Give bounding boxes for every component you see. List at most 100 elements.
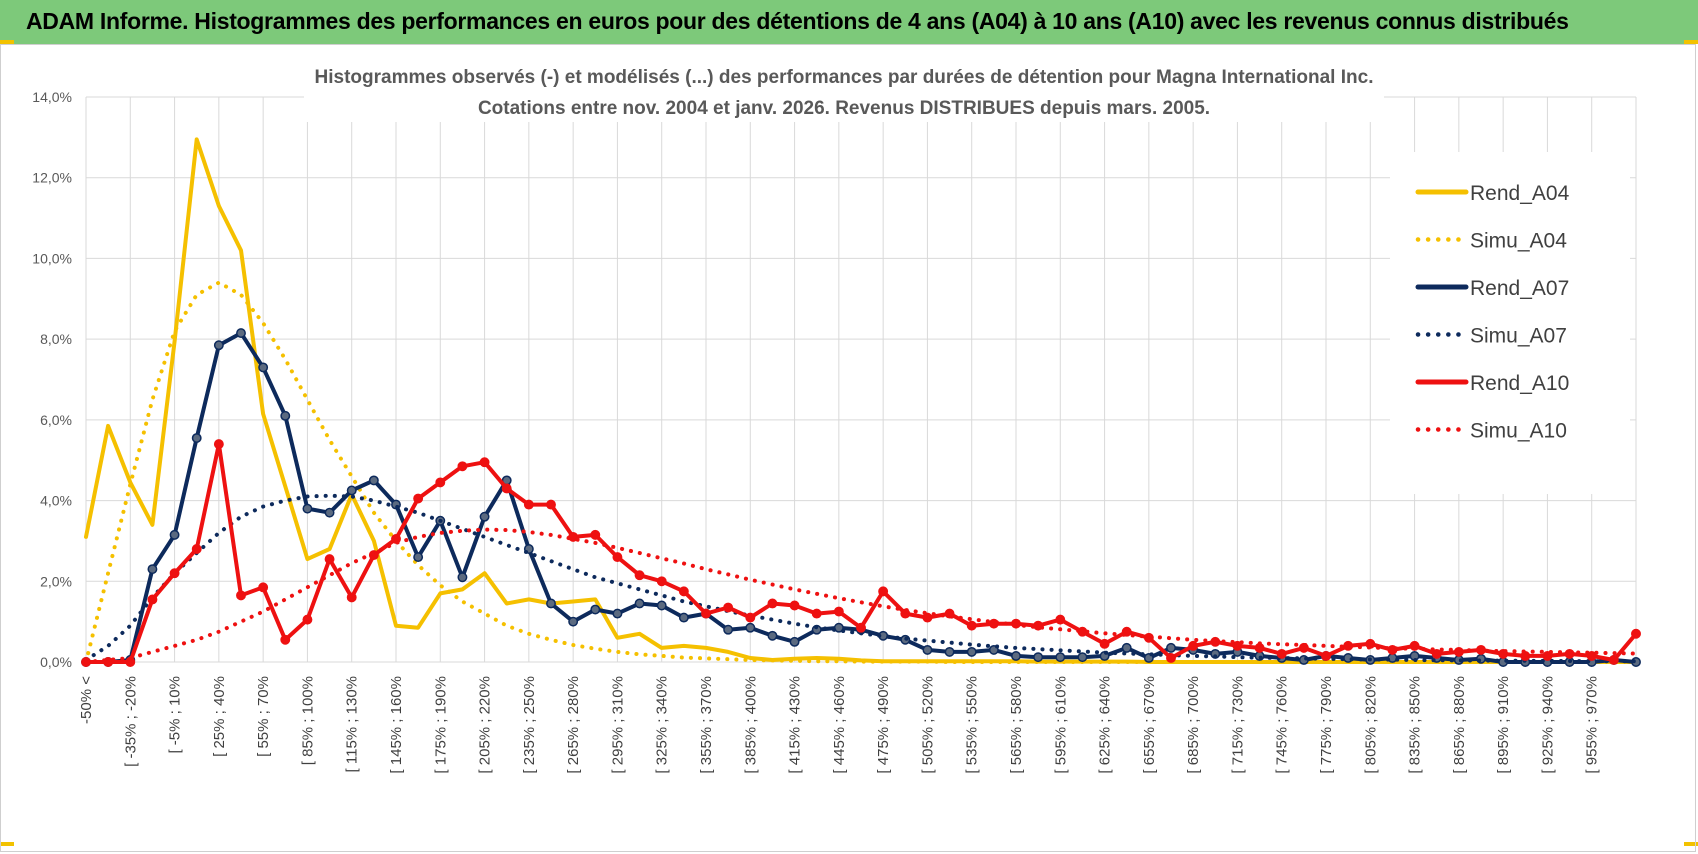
x-tick-label: [ 535% ; 550% — [964, 676, 981, 774]
x-tick-label: [ 655% ; 670% — [1141, 676, 1158, 774]
data-point — [656, 600, 667, 611]
x-tick-label: [ 325% ; 340% — [654, 676, 671, 774]
legend-label: Simu_A07 — [1470, 325, 1567, 348]
data-point — [236, 328, 246, 339]
data-point — [678, 612, 689, 623]
data-point — [878, 586, 889, 597]
y-tick-label: 10,0% — [32, 250, 72, 266]
data-point — [745, 612, 756, 623]
data-point — [1321, 650, 1331, 661]
x-tick-label: [ 865% ; 880% — [1451, 676, 1468, 774]
data-point — [590, 604, 601, 615]
data-point — [922, 644, 933, 655]
data-point — [1099, 638, 1110, 649]
data-point — [324, 554, 335, 565]
data-point — [1232, 640, 1243, 651]
data-point — [1055, 652, 1066, 663]
data-point — [346, 485, 357, 496]
data-point — [833, 622, 844, 633]
data-point — [856, 622, 866, 633]
data-point — [258, 362, 269, 373]
legend: Rend_A04 Simu_A04 Rend_A07 Simu_A07 Rend_A10… — [1390, 152, 1630, 494]
data-point — [1431, 648, 1442, 659]
x-tick-label: [ 685% ; 700% — [1185, 676, 1202, 774]
data-point — [656, 576, 667, 587]
data-point — [546, 598, 556, 609]
data-point — [546, 499, 556, 510]
legend-label: Rend_A10 — [1470, 372, 1569, 395]
corner-accent — [1684, 842, 1698, 846]
data-point — [1011, 650, 1021, 661]
data-point — [789, 636, 800, 647]
data-point — [966, 646, 977, 657]
data-point — [191, 544, 202, 554]
x-tick-label: [ -35% ; -20% — [122, 676, 139, 767]
data-point — [833, 606, 844, 617]
y-axis: 0,0% 2,0% 4,0% 6,0% 8,0% 10,0% 12,0% 14,0% — [32, 89, 72, 670]
data-point — [147, 564, 158, 575]
x-tick-label: [ 85% ; 100% — [299, 676, 316, 765]
x-tick-label: [ 475% ; 490% — [875, 676, 892, 774]
data-point — [678, 586, 689, 597]
data-point — [612, 552, 623, 563]
data-point — [1121, 642, 1132, 653]
x-tick-label: [ 745% ; 760% — [1274, 676, 1291, 774]
chart-frame — [0, 44, 1696, 852]
data-point — [1166, 653, 1176, 663]
data-point — [501, 483, 512, 494]
line-chart: 0,0% 2,0% 4,0% 6,0% 8,0% 10,0% 12,0% 14,0% -50%… — [32, 60, 1641, 774]
data-point — [413, 552, 424, 563]
data-point — [1166, 642, 1176, 653]
data-point — [789, 600, 800, 611]
legend-item: Rend_A07 — [1415, 277, 1569, 300]
data-point — [324, 507, 335, 518]
x-tick-label: [ 595% ; 610% — [1052, 676, 1069, 774]
data-point — [811, 608, 822, 619]
data-point — [236, 590, 246, 601]
data-point — [169, 568, 180, 579]
data-point — [346, 592, 357, 603]
data-point — [258, 582, 269, 593]
x-tick-label: [ 385% ; 400% — [742, 676, 759, 774]
series-Simu_A10 — [84, 527, 1638, 664]
data-point — [568, 616, 579, 627]
x-tick-label: [ 355% ; 370% — [698, 676, 715, 774]
legend-label: Simu_A04 — [1470, 230, 1567, 253]
x-tick-label: [ 115% ; 130% — [344, 676, 361, 772]
x-tick-label: [ 415% ; 430% — [787, 676, 804, 774]
x-tick-label: [ 445% ; 460% — [831, 676, 848, 774]
x-tick-label: [ 805% ; 820% — [1362, 676, 1379, 774]
y-tick-label: 0,0% — [40, 654, 72, 670]
x-tick-label: [ 715% ; 730% — [1229, 676, 1246, 774]
legend-background — [1390, 152, 1630, 494]
data-point — [966, 620, 977, 631]
data-point — [1608, 655, 1619, 665]
legend-label: Rend_A07 — [1470, 277, 1569, 300]
data-point — [479, 511, 490, 522]
x-tick-label: [ 775% ; 790% — [1318, 676, 1335, 774]
x-tick-label: [ 925% ; 940% — [1539, 676, 1556, 774]
x-tick-label: [ 175% ; 190% — [432, 676, 449, 774]
data-point — [147, 594, 158, 605]
legend-item: Rend_A04 — [1415, 182, 1570, 205]
data-point — [523, 499, 534, 510]
x-tick-label: [ 895% ; 910% — [1495, 676, 1512, 774]
x-tick-label: [ 295% ; 310% — [609, 676, 626, 774]
data-point — [590, 529, 601, 540]
data-point — [368, 475, 379, 486]
data-point — [723, 624, 734, 635]
data-point — [169, 529, 180, 540]
x-tick-label: [ 565% ; 580% — [1008, 676, 1025, 774]
data-point — [280, 410, 291, 421]
y-tick-label: 12,0% — [32, 170, 72, 186]
data-point — [1542, 650, 1553, 661]
data-point — [701, 608, 711, 619]
data-point — [612, 608, 623, 619]
x-tick-label: [ 235% ; 250% — [521, 676, 538, 774]
data-point — [723, 602, 734, 613]
data-point — [302, 614, 313, 625]
legend-item: Simu_A04 — [1415, 230, 1567, 253]
chart-title-block: Histogrammes observés (-) et modélisés (… — [304, 60, 1384, 122]
series-Simu_A07 — [84, 493, 1638, 664]
data-point — [767, 598, 778, 609]
